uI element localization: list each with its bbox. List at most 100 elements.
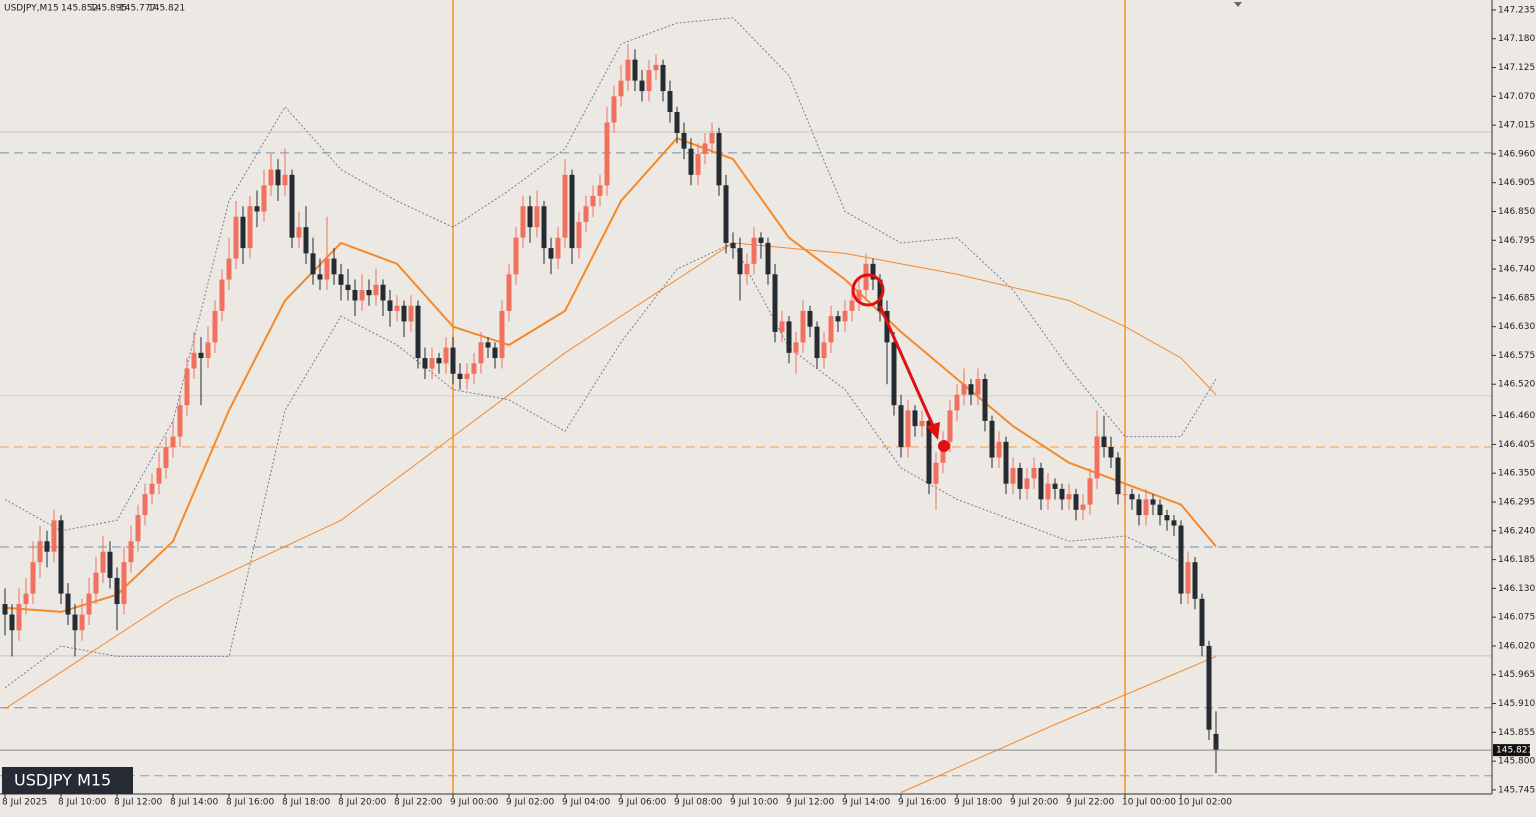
candle-body — [107, 551, 113, 578]
y-tick-label: 145.800 — [1498, 757, 1535, 767]
candle-body — [9, 614, 15, 631]
candles — [2, 43, 1219, 774]
candle-body — [1052, 483, 1058, 489]
indicator-line — [4, 17, 1217, 532]
y-tick-label: 147.125 — [1498, 63, 1535, 73]
candle-body — [1010, 467, 1016, 484]
candle-body — [611, 96, 617, 123]
x-tick-label: 8 Jul 16:00 — [226, 798, 275, 808]
y-tick-label: 146.020 — [1498, 641, 1535, 651]
candle-body — [177, 405, 183, 437]
candle-body — [583, 206, 589, 222]
candle-body — [1143, 499, 1149, 516]
candle-body — [352, 289, 358, 301]
x-tick-label: 8 Jul 18:00 — [282, 798, 331, 808]
candle-body — [1199, 598, 1205, 646]
candle-body — [688, 148, 694, 175]
candle-body — [667, 91, 673, 113]
candle-body — [72, 614, 78, 631]
candle-body — [632, 59, 638, 81]
candle-body — [233, 216, 239, 259]
x-tick-label: 9 Jul 04:00 — [562, 798, 611, 808]
candle-body — [44, 541, 50, 552]
candle-body — [1185, 562, 1191, 594]
candle-body — [618, 80, 624, 97]
candle-body — [1066, 494, 1072, 500]
x-tick-label: 9 Jul 02:00 — [506, 798, 555, 808]
candle-body — [646, 70, 652, 92]
candle-body — [849, 300, 855, 311]
y-tick-label: 146.460 — [1498, 411, 1535, 421]
candle-body — [2, 604, 8, 615]
candle-body — [93, 572, 99, 594]
annotation-arrowhead — [926, 422, 940, 440]
y-tick-label: 146.520 — [1498, 380, 1535, 390]
y-tick-label: 145.910 — [1498, 699, 1535, 709]
candle-body — [303, 227, 309, 254]
candle-body — [394, 305, 400, 311]
candle-body — [219, 279, 225, 311]
y-tick-label: 146.240 — [1498, 526, 1535, 536]
candle-body — [135, 515, 141, 542]
candle-body — [149, 483, 155, 495]
y-tick-label: 145.965 — [1498, 670, 1535, 680]
candle-body — [779, 321, 785, 332]
candle-body — [16, 604, 22, 631]
candle-body — [786, 321, 792, 353]
annotation-circle — [851, 273, 885, 307]
candle-body — [142, 494, 148, 516]
candle-body — [212, 310, 218, 343]
candle-body — [79, 614, 85, 631]
annotation-dot — [938, 440, 950, 452]
y-tick-label: 146.850 — [1498, 207, 1535, 217]
candle-body — [128, 541, 134, 563]
candle-body — [408, 305, 414, 322]
candle-body — [450, 347, 456, 374]
x-tick-label: 9 Jul 20:00 — [1010, 798, 1059, 808]
badge-bg — [2, 767, 133, 794]
candle-body — [1192, 562, 1198, 599]
candle-body — [709, 132, 715, 144]
x-tick-label: 8 Jul 10:00 — [58, 798, 107, 808]
candle-body — [289, 174, 295, 238]
candle-body — [65, 593, 71, 615]
candle-body — [702, 143, 708, 154]
shift-marker — [1234, 2, 1242, 7]
candle-body — [51, 520, 57, 552]
candle-body — [765, 242, 771, 275]
candle-body — [30, 562, 36, 594]
x-tick-label: 9 Jul 14:00 — [842, 798, 891, 808]
candle-body — [198, 352, 204, 359]
candle-body — [821, 342, 827, 359]
y-tick-label: 146.960 — [1498, 149, 1535, 159]
candle-body — [310, 253, 316, 275]
badge: USDJPY M15 — [14, 771, 111, 790]
y-tick-label: 146.575 — [1498, 351, 1535, 361]
candle-body — [1150, 499, 1156, 505]
candle-body — [506, 274, 512, 311]
current-price-bg — [1493, 744, 1530, 757]
candle-body — [1213, 733, 1219, 751]
header-high: 145.895 — [90, 4, 127, 14]
candle-body — [1038, 467, 1044, 500]
candle-body — [723, 185, 729, 243]
candle-body — [415, 305, 421, 359]
x-tick-label: 10 Jul 02:00 — [1178, 798, 1232, 808]
indicator-line — [900, 655, 1217, 793]
candle-body — [240, 216, 246, 249]
candle-body — [905, 410, 911, 448]
candle-body — [1045, 483, 1051, 500]
candle-body — [527, 206, 533, 228]
candle-body — [660, 64, 666, 92]
candle-body — [912, 410, 918, 427]
candle-body — [919, 420, 925, 427]
y-tick-label: 146.740 — [1498, 265, 1535, 275]
candle-body — [716, 132, 722, 186]
candle-body — [870, 263, 876, 280]
candle-body — [471, 363, 477, 374]
candle-body — [940, 441, 946, 463]
candle-body — [737, 248, 743, 275]
y-tick-label: 146.630 — [1498, 322, 1535, 332]
candle-body — [1157, 504, 1163, 516]
